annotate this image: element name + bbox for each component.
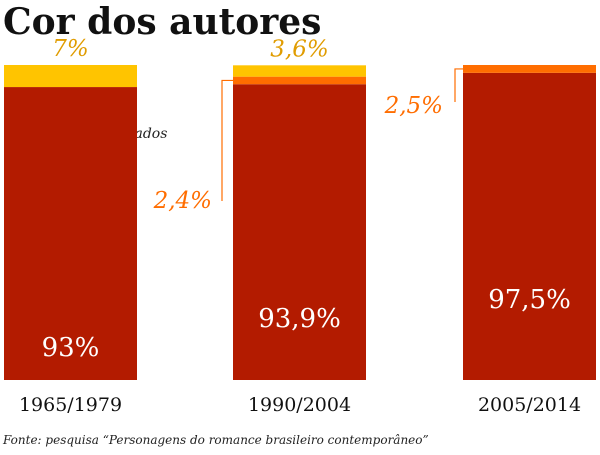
chart-title: Cor dos autores	[3, 1, 321, 43]
value-label-nao-identificados-0: 7%	[52, 36, 89, 62]
category-label-1: 1990/2004	[248, 394, 351, 416]
value-label-brancos-2: 97,5%	[488, 285, 571, 315]
value-label-brancos-0: 93%	[42, 333, 100, 363]
category-label-2: 2005/2014	[478, 394, 581, 416]
source-note: Fonte: pesquisa “Personagens do romance …	[2, 433, 429, 447]
bar-2-series-1	[463, 65, 596, 73]
value-label-nao-brancos-1: 2,4%	[153, 188, 212, 214]
bars-group	[4, 65, 596, 381]
leader-line-nao-brancos-1	[221, 79, 233, 201]
bar-0-series-0	[4, 87, 137, 381]
value-labels-group: 93% 93,9% 97,5% 7% 3,6% 2,4% 2,5%	[42, 36, 571, 363]
bar-1-series-1	[233, 76, 366, 85]
category-labels-group: 1965/1979 1990/2004 2005/2014	[19, 394, 581, 416]
value-label-nao-brancos-2: 2,5%	[384, 93, 443, 119]
category-label-0: 1965/1979	[19, 394, 122, 416]
value-label-nao-identificados-1: 3,6%	[270, 36, 328, 62]
bar-1-series-2	[233, 65, 366, 77]
bar-1-series-0	[233, 84, 366, 380]
bar-0-series-2	[4, 65, 137, 88]
value-label-brancos-1: 93,9%	[258, 304, 341, 334]
leader-line-nao-brancos-2	[454, 68, 463, 102]
bar-2-series-0	[463, 72, 596, 380]
